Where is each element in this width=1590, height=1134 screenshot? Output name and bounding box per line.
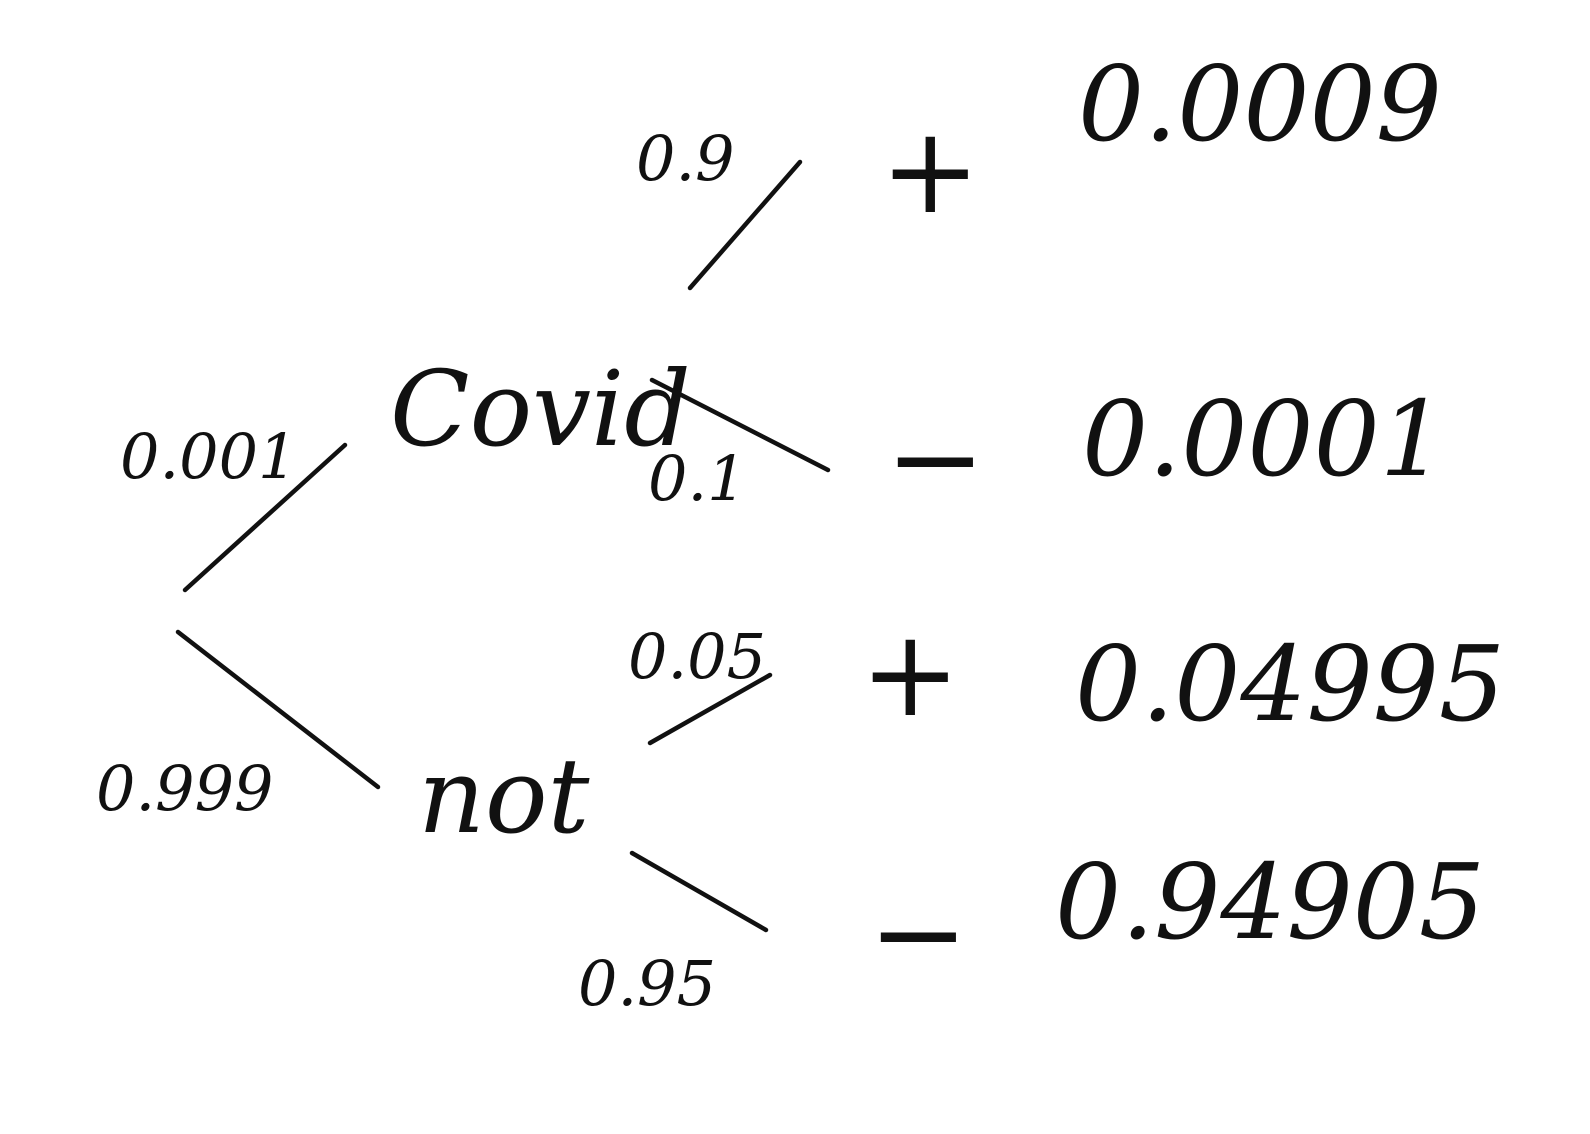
prob-covid-label: 0.001 [120, 420, 298, 493]
sign-covid-positive: + [880, 102, 981, 241]
branch-root-to-not [175, 629, 381, 790]
result-covid-negative: 0.0001 [1082, 378, 1446, 500]
result-not-negative: 0.94905 [1055, 841, 1485, 963]
prob-not-negative-label: 0.95 [578, 947, 716, 1020]
branch-root-to-covid [182, 442, 348, 593]
result-covid-positive: 0.0009 [1078, 43, 1442, 165]
branch-not-positive [647, 672, 773, 746]
node-not: not [418, 735, 590, 857]
prob-covid-negative-label: 0.1 [648, 442, 747, 515]
result-not-positive: 0.04995 [1075, 623, 1505, 745]
node-covid: Covid [390, 348, 691, 470]
branch-covid-negative [649, 377, 831, 473]
sign-not-negative: − [868, 865, 969, 1004]
sign-covid-negative: − [885, 390, 986, 529]
branch-covid-positive [687, 159, 803, 291]
sign-not-positive: + [860, 605, 961, 744]
prob-not-label: 0.999 [96, 752, 274, 825]
prob-not-positive-label: 0.05 [628, 620, 766, 693]
prob-covid-positive-label: 0.9 [636, 122, 735, 195]
branch-not-negative [629, 850, 769, 933]
